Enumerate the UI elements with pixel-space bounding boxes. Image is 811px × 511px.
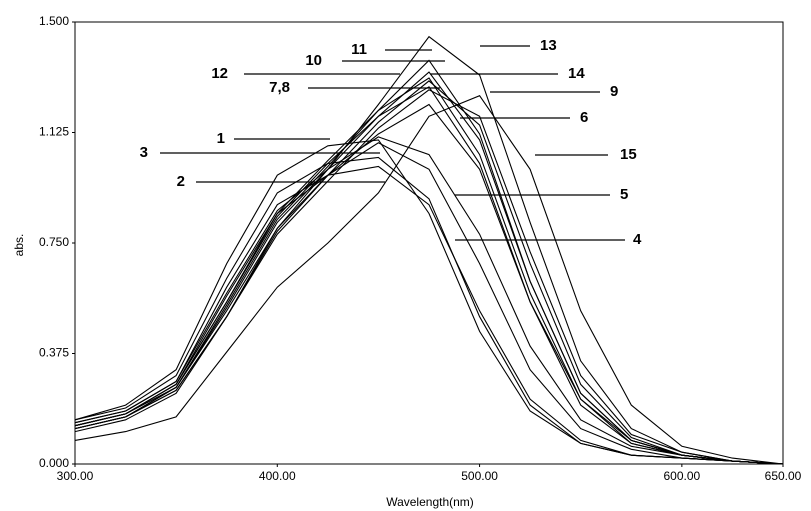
series-label: 7,8 <box>269 79 290 96</box>
series-label: 10 <box>305 52 322 69</box>
x-tick-label: 400.00 <box>259 469 296 483</box>
spectrum-line <box>74 136 784 465</box>
series-label: 11 <box>351 41 367 58</box>
spectrum-line <box>74 89 784 465</box>
spectrum-line <box>74 165 784 465</box>
x-tick-label: 650.00 <box>765 469 802 483</box>
spectrum-line <box>74 35 784 465</box>
x-tick-label: 500.00 <box>461 469 498 483</box>
series-label: 9 <box>610 83 618 100</box>
series-label: 2 <box>177 173 185 190</box>
series-label: 5 <box>620 186 628 203</box>
y-tick-label: 1.125 <box>39 125 69 139</box>
series-label: 3 <box>140 144 148 161</box>
series-label: 6 <box>580 109 588 126</box>
spectrum-line <box>74 142 784 465</box>
spectrum-line <box>74 59 784 465</box>
y-tick-label: 0.000 <box>39 456 69 470</box>
y-tick-label: 0.750 <box>39 235 69 249</box>
x-axis-label: Wavelength(nm) <box>386 495 474 509</box>
series-label: 14 <box>568 65 585 82</box>
y-axis-label: abs. <box>12 234 26 257</box>
series-label: 13 <box>540 37 557 54</box>
y-tick-label: 0.375 <box>39 346 69 360</box>
spectrum-line <box>74 80 784 465</box>
y-tick-label: 1.500 <box>39 14 69 28</box>
series-label: 15 <box>620 146 637 163</box>
x-tick-label: 300.00 <box>57 469 94 483</box>
series-label: 4 <box>633 231 642 248</box>
spectrum-line <box>74 156 784 465</box>
series-label: 12 <box>211 65 228 82</box>
spectrum-line <box>74 86 784 465</box>
x-tick-label: 600.00 <box>664 469 701 483</box>
spectrum-line <box>74 71 784 465</box>
series-label: 1 <box>217 130 225 147</box>
spectrum-line <box>74 95 784 465</box>
spectrum-line <box>74 77 784 465</box>
